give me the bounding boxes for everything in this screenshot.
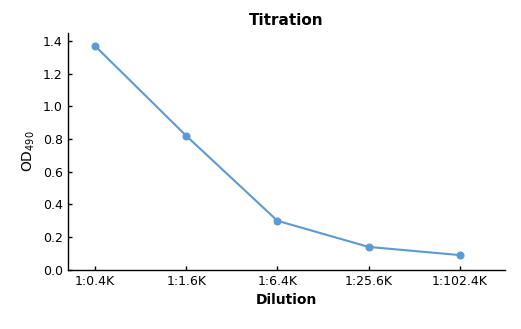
X-axis label: Dilution: Dilution [256, 293, 317, 307]
Title: Titration: Titration [249, 13, 324, 28]
Y-axis label: OD$_{490}$: OD$_{490}$ [21, 131, 38, 172]
